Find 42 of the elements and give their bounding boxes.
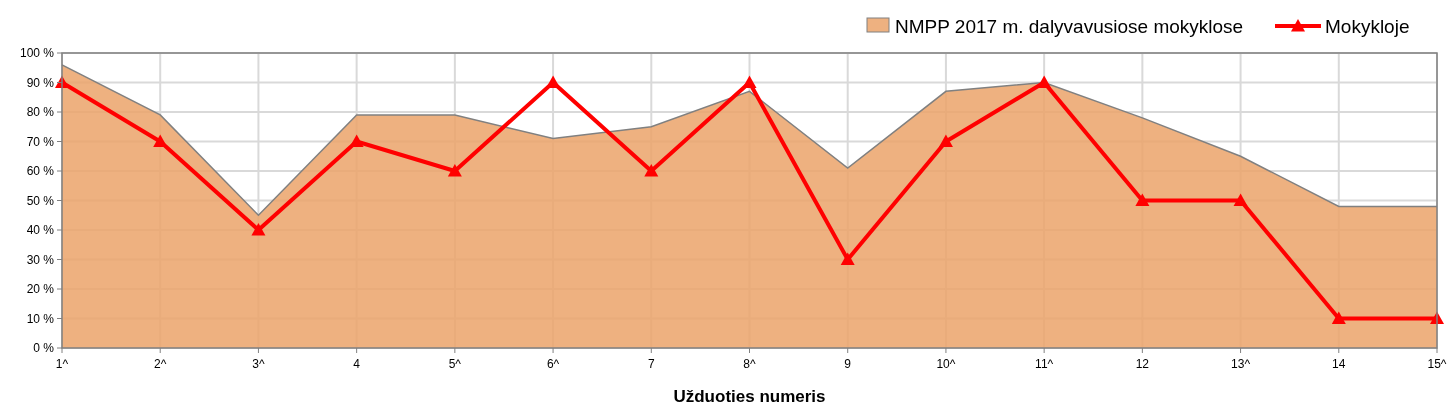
x-tick-label: 12 [1135,357,1150,371]
y-tick-label: 10 % [26,311,55,326]
x-tick-label: 6^ [546,357,560,371]
x-tick-label: 13^ [1231,357,1251,371]
y-tick-label: 40 % [26,223,55,238]
y-tick-label: 0 % [33,341,55,356]
x-tick-label: 9 [844,357,852,371]
x-tick-label: 15^ [1427,357,1447,371]
y-tick-label: 60 % [26,164,55,179]
x-tick-label: 4 [353,357,361,371]
x-tick-label: 8^ [743,357,757,371]
x-tick-label: 14 [1332,357,1346,371]
point [251,223,266,236]
x-tick-label: 2^ [154,357,167,371]
x-tick-label: 11^ [1035,357,1054,371]
x-axis-title: Užduoties numeris [673,387,826,406]
y-tick-label: 50 % [26,193,55,208]
x-tick-label: 10^ [936,357,956,371]
legend-label: NMPP 2017 m. dalyvavusiose mokyklose [895,15,1244,37]
point [1037,75,1052,89]
point [349,134,364,148]
x-tick-label: 5^ [448,357,462,371]
y-tick-label: 100 % [19,46,55,61]
point [153,134,168,148]
x-tick-label: 1^ [55,357,69,371]
x-tick-label: 7 [647,357,655,371]
point [447,164,462,177]
y-tick-label: 20 % [26,282,55,297]
point [742,75,757,89]
y-tick-label: 90 % [26,75,55,90]
point [840,252,855,266]
point [1233,193,1248,207]
legend-label: Mokykloje [1325,15,1410,37]
y-tick-label: 70 % [26,134,55,149]
y-tick-label: 30 % [26,252,55,267]
point [546,75,561,89]
point [1135,193,1150,207]
point [1331,311,1346,325]
y-tick-label: 80 % [26,105,55,120]
point [644,164,659,177]
x-tick-label: 3^ [252,357,265,371]
point [938,134,953,148]
